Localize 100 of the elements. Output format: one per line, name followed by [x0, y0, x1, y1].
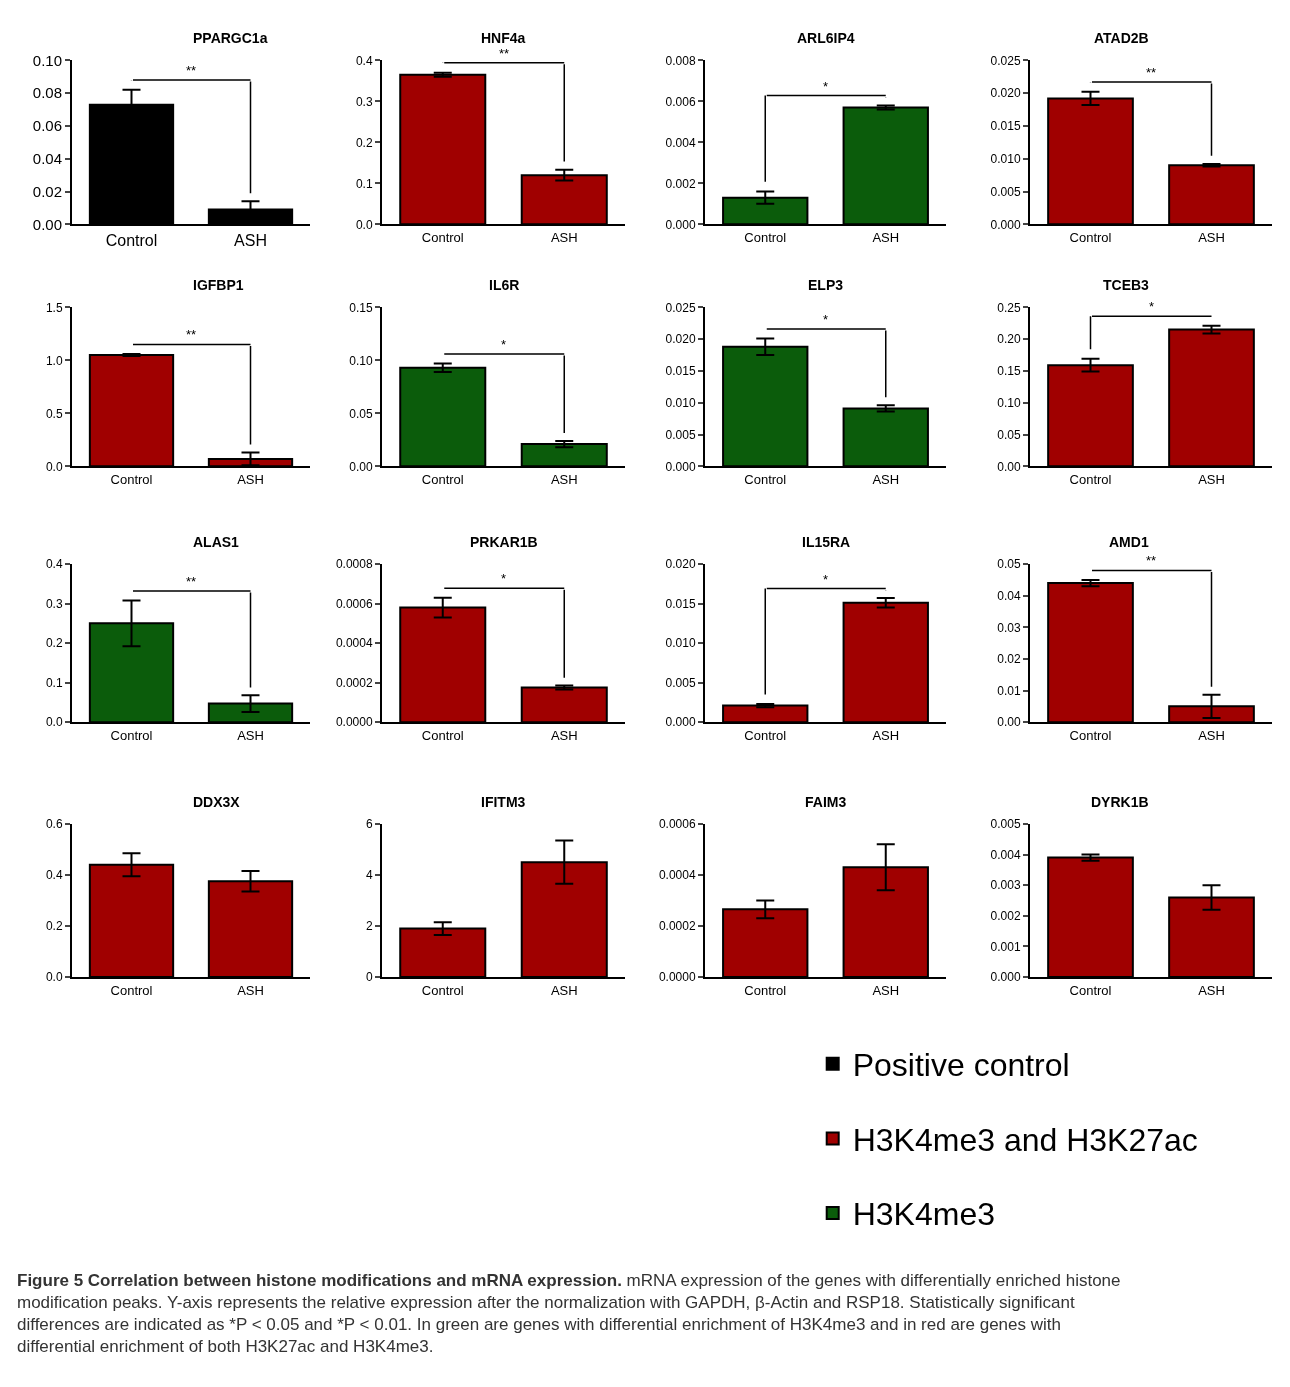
- y-tick-label: 0.0: [45, 459, 63, 474]
- y-tick-label: 0.010: [665, 395, 696, 410]
- y-tick-label: 0.02: [997, 652, 1021, 667]
- y-tick-label: 0.3: [45, 596, 63, 611]
- annotation: *: [823, 79, 829, 94]
- x-tick-label: Control: [1069, 982, 1112, 998]
- y-tick-label: 0.004: [665, 135, 696, 150]
- y-tick-label: 0.3: [355, 94, 373, 109]
- y-tick-label: 0.06: [32, 117, 62, 135]
- y-tick-label: 1.0: [45, 353, 63, 368]
- y-tick-label: 0.000: [990, 217, 1021, 232]
- y-tick-label: 0.10: [32, 51, 62, 69]
- y-tick-label: 6: [365, 817, 373, 832]
- annotation: *: [1149, 299, 1155, 314]
- y-tick-label: 0.00: [997, 715, 1021, 730]
- y-tick-label: 0.00: [32, 215, 62, 233]
- y-tick-label: 0.005: [990, 184, 1021, 199]
- annotation: **: [1146, 553, 1157, 568]
- y-tick-label: 0.015: [990, 119, 1021, 134]
- y-tick-label: 0.2: [45, 636, 63, 651]
- y-tick-label: 0.0008: [335, 557, 373, 572]
- y-tick-label: 0.005: [665, 427, 696, 442]
- x-tick-label: Control: [110, 982, 153, 998]
- x-tick-label: ASH: [550, 982, 578, 998]
- y-tick-label: 0.10: [997, 395, 1021, 410]
- y-tick-label: 0.020: [665, 332, 696, 347]
- x-tick-label: ASH: [550, 229, 578, 245]
- chart-title: DYRK1B: [1091, 794, 1149, 810]
- y-tick-label: 0.003: [990, 878, 1021, 893]
- y-tick-label: 0.006: [665, 94, 696, 109]
- y-tick-label: 0: [365, 970, 373, 985]
- y-tick-label: 0.00: [349, 459, 373, 474]
- y-tick-label: 0.0002: [335, 675, 373, 690]
- chart-title: AMD1: [1109, 534, 1149, 550]
- y-tick-label: 0.05: [997, 557, 1021, 572]
- chart-title: ALAS1: [193, 534, 240, 550]
- x-tick-label: Control: [1069, 229, 1112, 245]
- y-tick-label: 0.0000: [335, 715, 373, 730]
- x-tick-label: Control: [744, 982, 787, 998]
- y-tick-label: 0.15: [349, 300, 373, 315]
- x-tick-label: Control: [1069, 727, 1112, 743]
- y-tick-label: 0.0004: [335, 636, 373, 651]
- x-tick-label: Control: [105, 231, 158, 249]
- x-tick-label: ASH: [872, 727, 900, 743]
- annotation: **: [186, 63, 197, 78]
- x-tick-label: ASH: [237, 471, 264, 487]
- y-tick-label: 0.4: [45, 557, 63, 572]
- y-tick-label: 0.010: [665, 636, 696, 651]
- y-tick-label: 0.025: [990, 53, 1021, 68]
- annotation: *: [501, 337, 507, 352]
- annotation: **: [1146, 65, 1157, 80]
- y-tick-label: 0.6: [45, 817, 63, 832]
- x-tick-label: ASH: [550, 727, 578, 743]
- y-tick-label: 2: [365, 919, 373, 934]
- x-tick-label: ASH: [1198, 471, 1225, 487]
- y-tick-label: 0.002: [990, 908, 1021, 923]
- x-tick-label: ASH: [237, 982, 264, 998]
- y-tick-label: 1.5: [45, 300, 63, 315]
- y-tick-label: 0.002: [665, 176, 696, 191]
- x-tick-label: Control: [421, 727, 464, 743]
- chart-title: IL6R: [489, 277, 520, 293]
- annotation: *: [823, 572, 829, 587]
- y-tick-label: 0.01: [997, 683, 1021, 698]
- x-tick-label: ASH: [234, 231, 267, 249]
- chart-title: FAIM3: [805, 794, 847, 810]
- y-tick-label: 0.005: [990, 817, 1021, 832]
- chart-title: ATAD2B: [1094, 30, 1149, 46]
- y-tick-label: 0.08: [32, 84, 62, 102]
- y-tick-label: 0.020: [665, 557, 696, 572]
- y-tick-label: 0.008: [665, 53, 696, 68]
- y-tick-label: 0.15: [997, 364, 1021, 379]
- y-tick-label: 0.4: [45, 868, 63, 883]
- y-tick-label: 0.025: [665, 300, 696, 315]
- y-tick-label: 0.015: [665, 364, 696, 379]
- y-tick-label: 4: [365, 868, 373, 883]
- y-tick-label: 0.00: [997, 459, 1021, 474]
- chart-title: PRKAR1B: [470, 534, 538, 550]
- y-tick-label: 0.1: [45, 675, 63, 690]
- y-tick-label: 0.0000: [658, 970, 696, 985]
- chart-title: PPARGC1a: [193, 30, 268, 46]
- y-tick-label: 0.001: [990, 939, 1021, 954]
- y-tick-label: 0.04: [997, 588, 1021, 603]
- y-tick-label: 0.02: [32, 182, 62, 200]
- y-tick-label: 0.010: [990, 151, 1021, 166]
- x-tick-label: ASH: [550, 471, 578, 487]
- x-tick-label: ASH: [872, 471, 900, 487]
- y-tick-label: 0.05: [349, 406, 373, 421]
- y-tick-label: 0.0: [355, 217, 373, 232]
- text: Figure 5 Correlation between histone modifications and mRNA expression.: [17, 1271, 622, 1290]
- x-tick-label: ASH: [237, 727, 264, 743]
- x-tick-label: Control: [744, 471, 787, 487]
- y-tick-label: 0.000: [990, 970, 1021, 985]
- y-tick-label: 0.2: [45, 919, 63, 934]
- x-tick-label: Control: [421, 471, 464, 487]
- y-tick-label: 0.005: [665, 675, 696, 690]
- y-tick-label: 0.0006: [658, 817, 696, 832]
- x-tick-label: ASH: [872, 229, 900, 245]
- y-tick-label: 0.10: [349, 353, 373, 368]
- chart-title: DDX3X: [193, 794, 241, 810]
- x-tick-label: Control: [744, 229, 787, 245]
